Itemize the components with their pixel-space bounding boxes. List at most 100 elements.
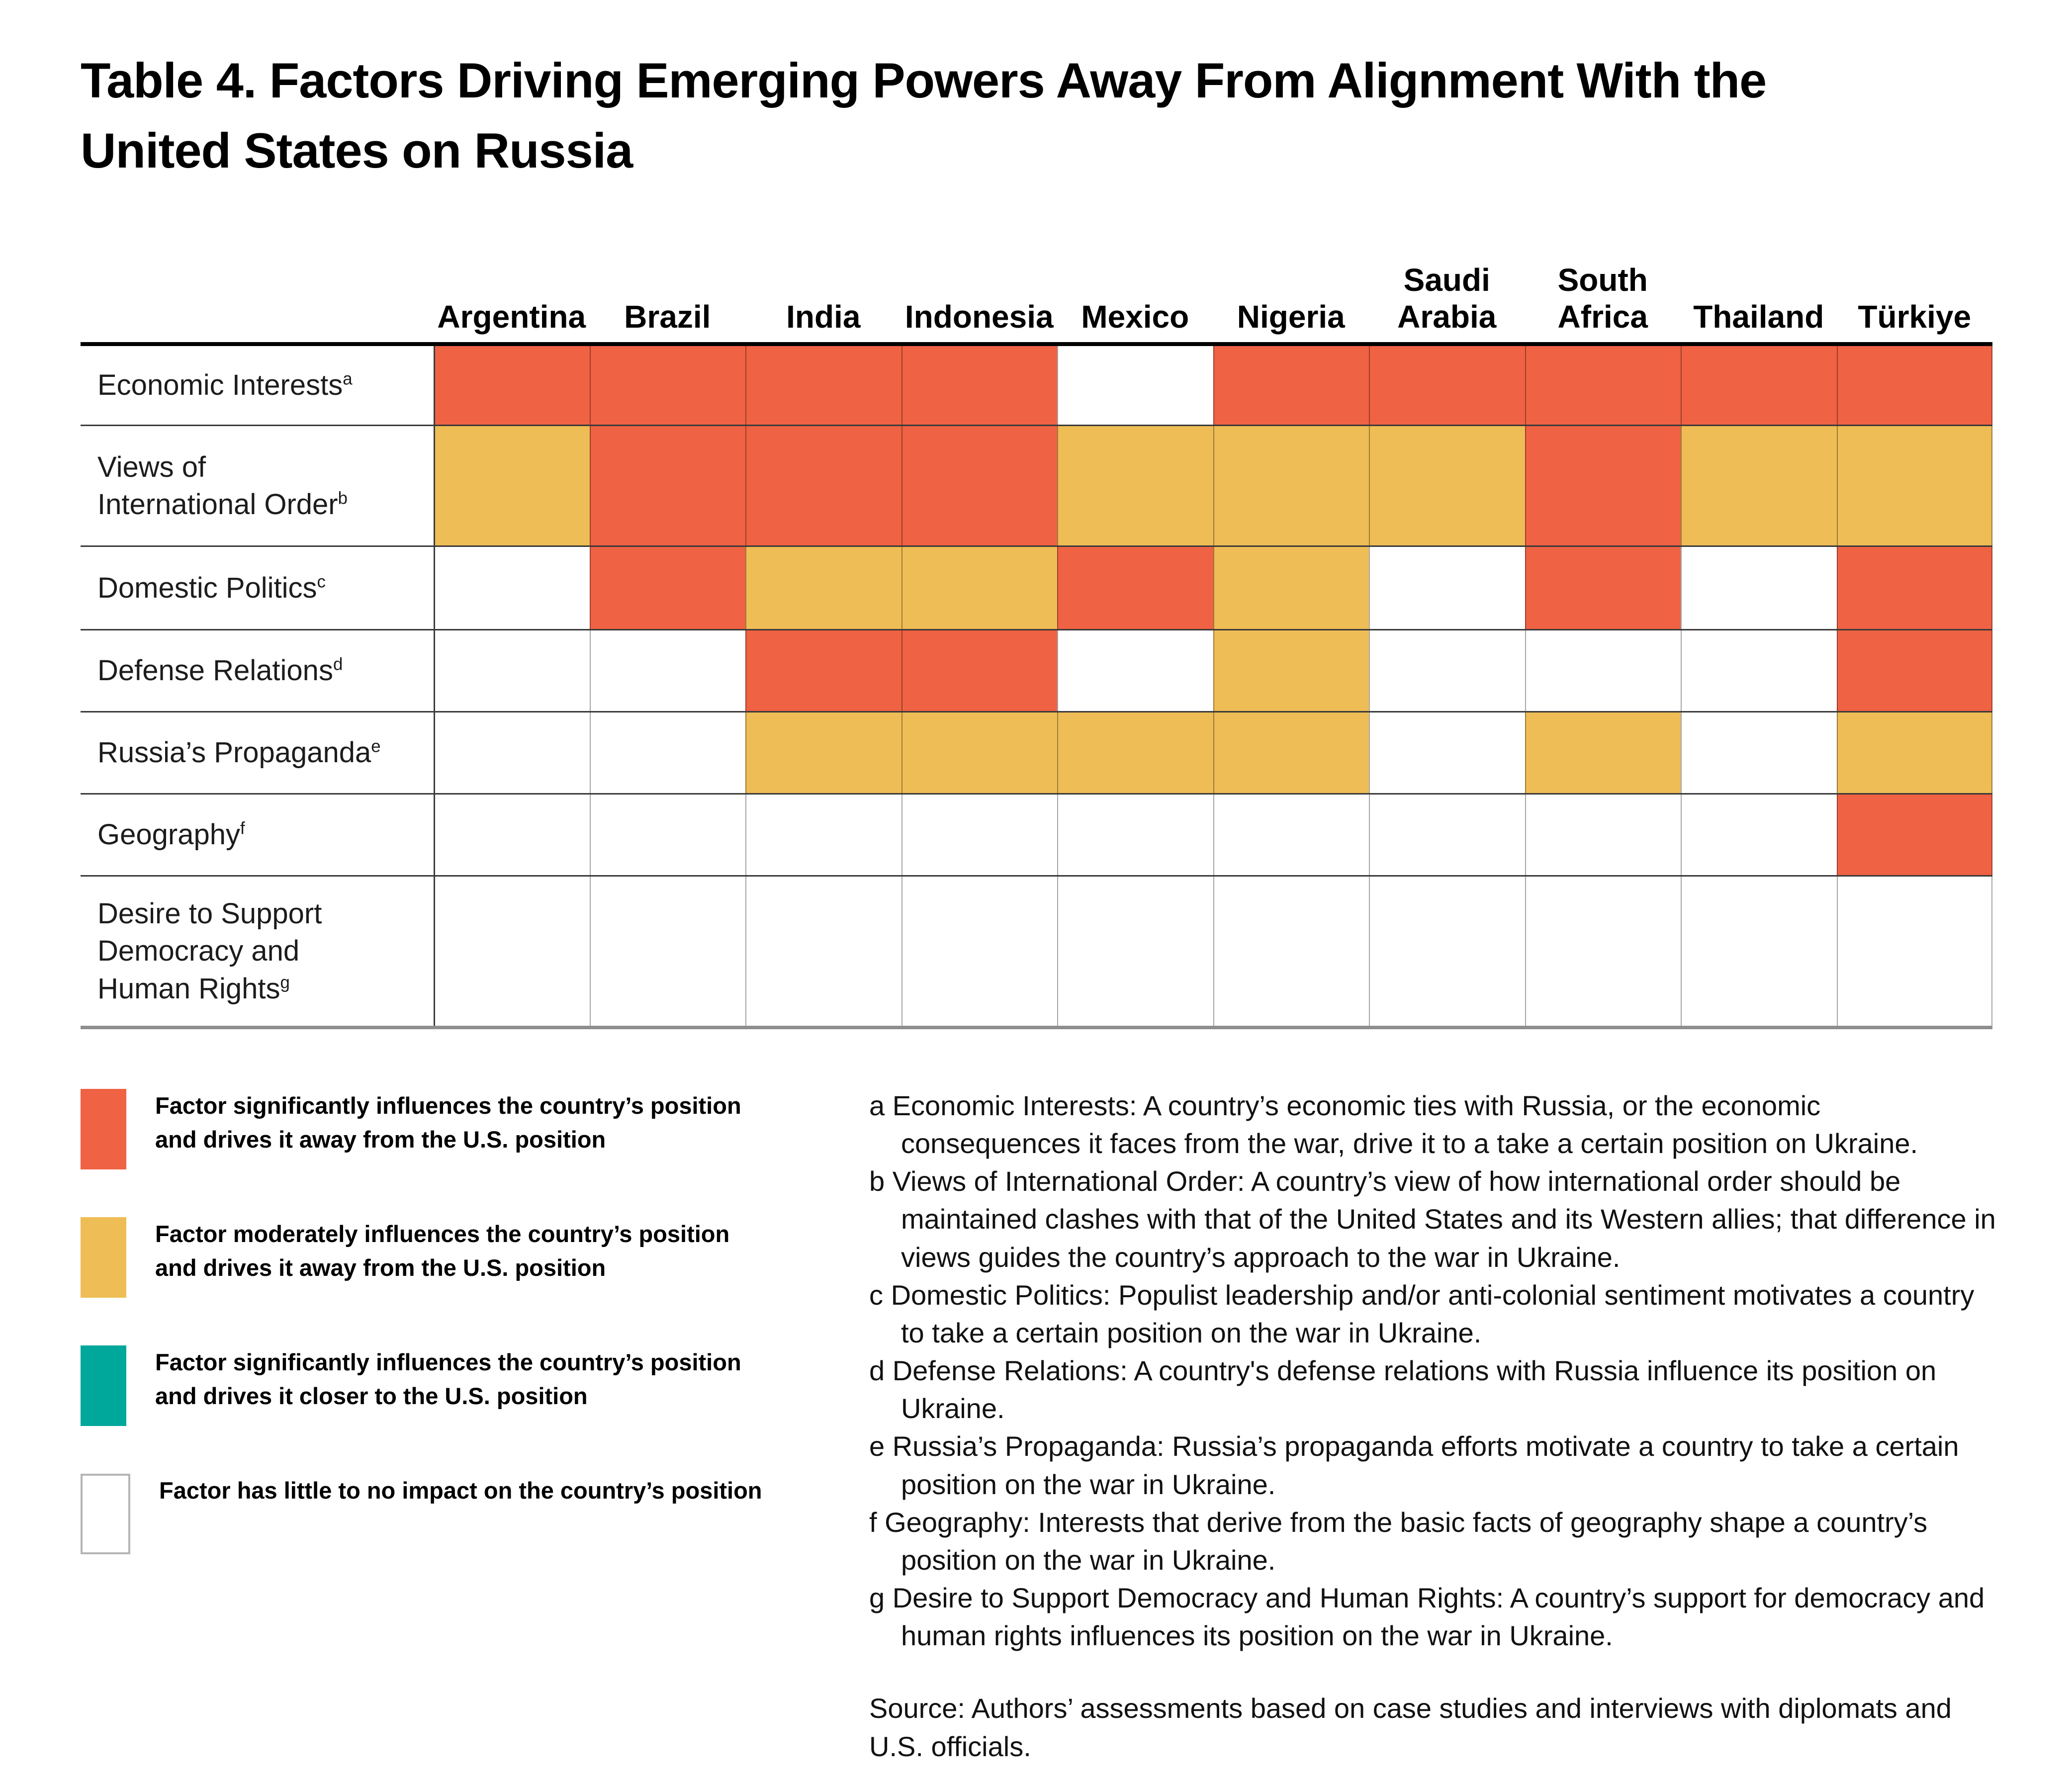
matrix-cell-saudi-arabia-views-of-international-order — [1369, 426, 1525, 545]
legend-item-sig_away: Factor significantly influences the coun… — [81, 1089, 866, 1169]
legend-swatch-mod_away — [81, 1217, 126, 1298]
matrix-cell-nigeria-defense-relations — [1213, 630, 1369, 711]
matrix-cell-argentina-defense-relations — [434, 630, 590, 711]
matrix-cell-south-africa-economic-interests — [1525, 346, 1681, 425]
matrix-cell-indonesia-domestic-politics — [901, 547, 1057, 629]
table-row-geography: Geographyf — [81, 793, 1992, 875]
matrix-cell-thailand-russias-propaganda — [1681, 712, 1837, 793]
row-label-defense-relations: Defense Relationsd — [97, 654, 343, 687]
matrix-cell-india-desire-to-support-democracy-and-human-rights — [745, 877, 901, 1026]
footnote-marker-sup: a — [343, 369, 353, 389]
table-row-desire-to-support-democracy-and-human-rights: Desire to Support Democracy and Human Righ… — [81, 875, 1992, 1026]
column-header-south-africa: South Africa — [1557, 262, 1648, 335]
matrix-cell-argentina-views-of-international-order — [434, 426, 590, 545]
matrix-cell-india-domestic-politics — [745, 547, 901, 629]
legend: Factor significantly influences the coun… — [81, 1089, 866, 1602]
matrix-cell-turkiye-domestic-politics — [1836, 547, 1992, 629]
legend-label-none: Factor has little to no impact on the co… — [159, 1477, 762, 1504]
matrix-cell-india-geography — [745, 795, 901, 875]
footnote-marker: c — [869, 1279, 891, 1311]
header-row: Argentina Brazil India Indonesia Mexico Niger… — [81, 249, 1992, 346]
source-note: Source: Authors’ assessments based on ca… — [869, 1692, 1952, 1762]
matrix-cell-nigeria-russias-propaganda — [1213, 712, 1369, 793]
matrix-cell-brazil-views-of-international-order — [589, 426, 745, 545]
table-row-domestic-politics: Domestic Politicsc — [81, 545, 1992, 629]
matrix-cell-turkiye-russias-propaganda — [1836, 712, 1992, 793]
row-label-geography: Geographyf — [97, 818, 245, 851]
footnote-b: b Views of International Order: A countr… — [869, 1165, 1996, 1273]
matrix-cell-mexico-defense-relations — [1057, 630, 1213, 711]
matrix-cell-brazil-domestic-politics — [589, 547, 745, 629]
page-title: Table 4. Factors Driving Emerging Powers… — [81, 53, 1767, 178]
matrix-cell-mexico-economic-interests — [1057, 346, 1213, 425]
matrix-cell-indonesia-economic-interests — [901, 346, 1057, 425]
matrix-cell-nigeria-views-of-international-order — [1213, 426, 1369, 545]
matrix-cell-brazil-geography — [589, 795, 745, 875]
matrix-cell-south-africa-defense-relations — [1525, 630, 1681, 711]
matrix-cell-south-africa-geography — [1525, 795, 1681, 875]
matrix-cell-thailand-defense-relations — [1681, 630, 1837, 711]
matrix-cell-indonesia-desire-to-support-democracy-and-human-rights — [901, 877, 1057, 1026]
matrix-cell-turkiye-views-of-international-order — [1836, 426, 1992, 545]
matrix-cell-thailand-desire-to-support-democracy-and-human-rights — [1681, 877, 1837, 1026]
matrix-cell-saudi-arabia-economic-interests — [1369, 346, 1525, 425]
footnote-marker-sup: b — [338, 488, 348, 508]
matrix-cell-south-africa-russias-propaganda — [1525, 712, 1681, 793]
header-spacer — [81, 335, 434, 342]
column-header-nigeria: Nigeria — [1237, 298, 1345, 335]
table-row-russias-propaganda: Russia’s Propagandae — [81, 711, 1992, 793]
matrix-cell-indonesia-russias-propaganda — [901, 712, 1057, 793]
footnote-e: e Russia’s Propaganda: Russia’s propagan… — [869, 1430, 1959, 1500]
footnote-marker: d — [869, 1355, 893, 1387]
matrix-cell-indonesia-geography — [901, 795, 1057, 875]
matrix-cell-india-economic-interests — [745, 346, 901, 425]
legend-label-sig_away: Factor significantly influences the coun… — [155, 1092, 741, 1153]
row-label-views-of-international-order: Views of International Orderb — [97, 450, 348, 521]
factors-table: Argentina Brazil India Indonesia Mexico Niger… — [81, 249, 1992, 1029]
legend-swatch-sig_closer — [81, 1345, 126, 1426]
column-header-turkiye: Türkiye — [1858, 298, 1972, 335]
matrix-cell-india-views-of-international-order — [745, 426, 901, 545]
matrix-cell-saudi-arabia-russias-propaganda — [1369, 712, 1525, 793]
matrix-cell-brazil-defense-relations — [589, 630, 745, 711]
matrix-cell-saudi-arabia-desire-to-support-democracy-and-human-rights — [1369, 877, 1525, 1026]
footnote-marker: b — [869, 1165, 893, 1197]
matrix-cell-argentina-economic-interests — [434, 346, 590, 425]
footnote-marker: g — [869, 1582, 893, 1614]
matrix-cell-nigeria-geography — [1213, 795, 1369, 875]
table-row-economic-interests: Economic Interestsa — [81, 346, 1992, 425]
row-label-economic-interests: Economic Interestsa — [97, 369, 353, 402]
footnote-marker-sup: d — [333, 654, 343, 674]
matrix-cell-india-defense-relations — [745, 630, 901, 711]
table-row-defense-relations: Defense Relationsd — [81, 629, 1992, 711]
matrix-cell-argentina-russias-propaganda — [434, 712, 590, 793]
footnote-marker-sup: g — [280, 973, 290, 992]
legend-swatch-sig_away — [81, 1089, 126, 1169]
matrix-cell-mexico-views-of-international-order — [1057, 426, 1213, 545]
matrix-cell-thailand-views-of-international-order — [1681, 426, 1837, 545]
matrix-cell-thailand-domestic-politics — [1681, 547, 1837, 629]
matrix-cell-indonesia-defense-relations — [901, 630, 1057, 711]
column-header-india: India — [786, 298, 861, 335]
matrix-cell-argentina-desire-to-support-democracy-and-human-rights — [434, 877, 590, 1026]
matrix-cell-india-russias-propaganda — [745, 712, 901, 793]
legend-swatch-none — [81, 1474, 130, 1554]
matrix-cell-thailand-geography — [1681, 795, 1837, 875]
matrix-cell-brazil-russias-propaganda — [589, 712, 745, 793]
legend-item-none: Factor has little to no impact on the co… — [81, 1474, 866, 1554]
matrix-cell-saudi-arabia-defense-relations — [1369, 630, 1525, 711]
matrix-cell-argentina-domestic-politics — [434, 547, 590, 629]
column-header-mexico: Mexico — [1081, 298, 1189, 335]
matrix-cell-turkiye-economic-interests — [1836, 346, 1992, 425]
legend-item-sig_closer: Factor significantly influences the coun… — [81, 1345, 866, 1426]
footnotes: a Economic Interests: A country’s econom… — [869, 1087, 2003, 1766]
footnote-d: d Defense Relations: A country's defense… — [869, 1355, 1937, 1425]
matrix-cell-turkiye-desire-to-support-democracy-and-human-rights — [1836, 877, 1992, 1026]
footnote-marker: a — [869, 1090, 893, 1121]
column-header-brazil: Brazil — [624, 298, 711, 335]
matrix-cell-saudi-arabia-domestic-politics — [1369, 547, 1525, 629]
column-header-saudi-arabia: Saudi Arabia — [1397, 262, 1497, 335]
footnote-g: g Desire to Support Democracy and Human … — [869, 1582, 1985, 1652]
matrix-cell-mexico-russias-propaganda — [1057, 712, 1213, 793]
footnote-marker: e — [869, 1430, 893, 1462]
